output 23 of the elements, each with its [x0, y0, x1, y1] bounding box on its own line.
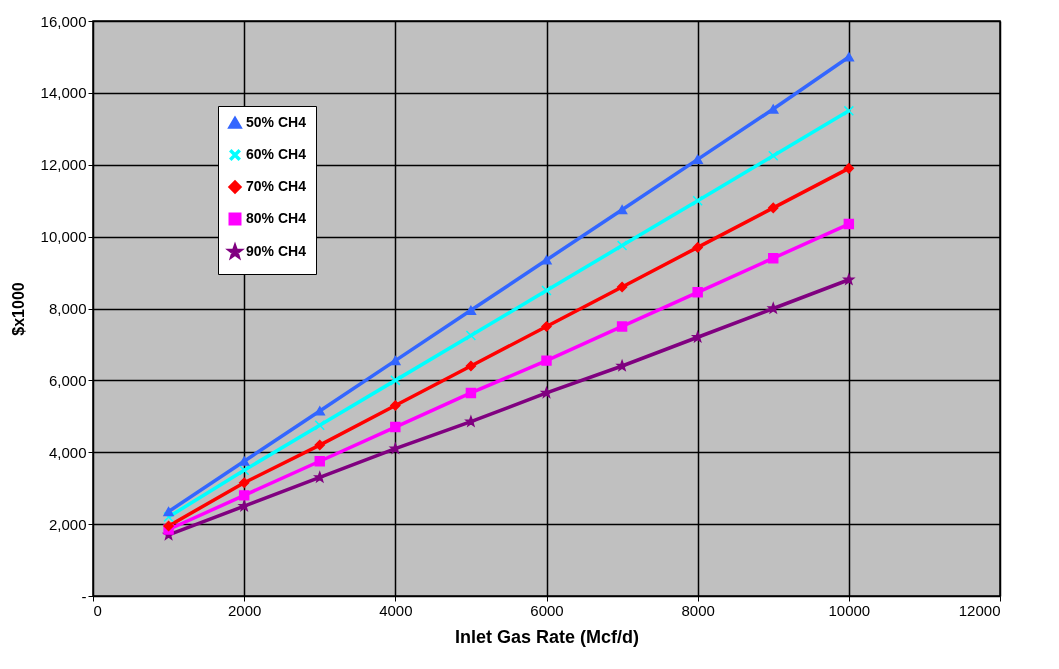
y-tick-label: -	[81, 587, 87, 605]
y-tick-label: 12,000	[40, 156, 87, 174]
legend-label: 70% CH4	[246, 178, 307, 194]
x-tick-label: 4000	[379, 601, 413, 619]
x-axis-title: Inlet Gas Rate (Mcf/d)	[454, 626, 640, 647]
x-tick-label: 12000	[958, 601, 1001, 619]
y-axis-title: $x1000	[9, 282, 27, 336]
x-tick-label: 6000	[530, 601, 564, 619]
legend-label: 50% CH4	[246, 114, 307, 130]
legend-label: 90% CH4	[246, 243, 307, 259]
y-tick-label: 6,000	[48, 371, 87, 389]
x-tick-label: 2000	[227, 601, 262, 619]
y-tick-label: 8,000	[48, 300, 87, 317]
x-tick-label: 8000	[681, 601, 715, 619]
legend-label: 80% CH4	[246, 210, 307, 226]
y-tick-label: 14,000	[40, 84, 87, 102]
legend-label: 60% CH4	[246, 146, 307, 162]
x-tick-label: 0	[93, 601, 102, 619]
x-tick-label: 10000	[828, 601, 871, 619]
y-tick-label: 16,000	[40, 12, 87, 30]
y-tick-label: 10,000	[40, 228, 87, 246]
y-tick-label: 2,000	[48, 515, 87, 533]
y-tick-label: 4,000	[48, 443, 87, 461]
